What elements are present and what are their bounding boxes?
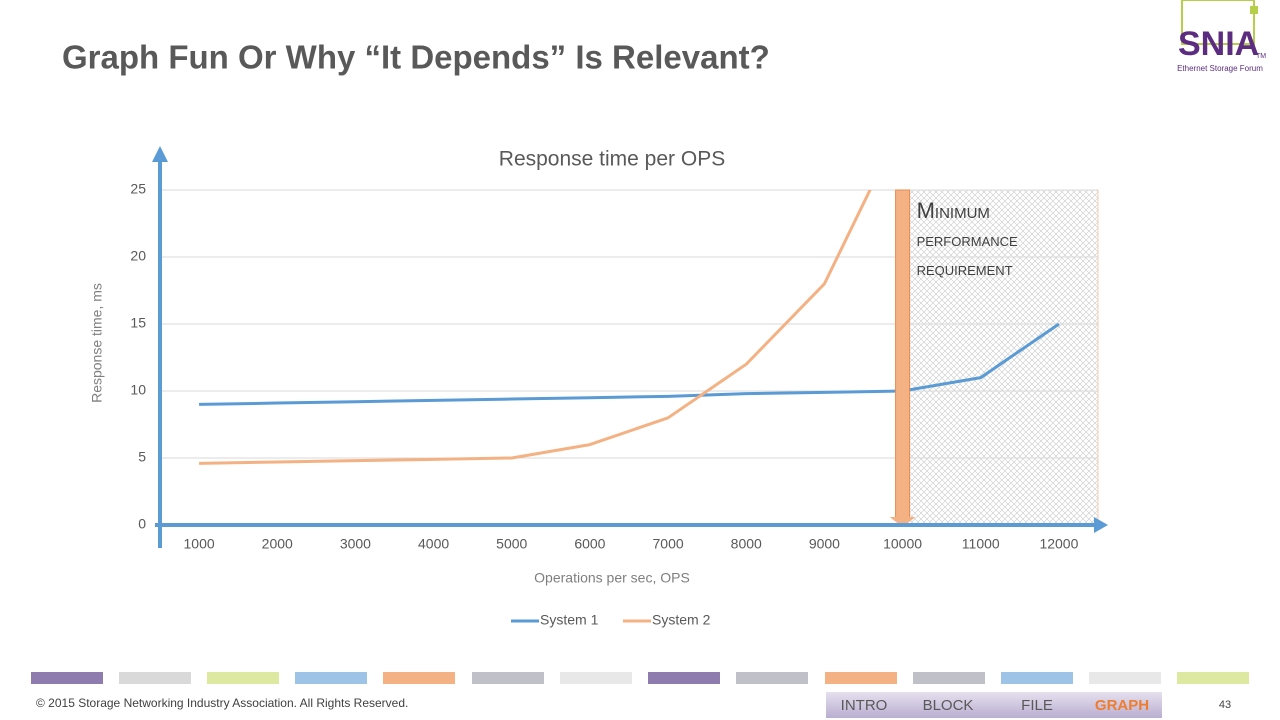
nav-item: BLOCK xyxy=(923,697,974,714)
logo-tm: TM xyxy=(1256,53,1266,60)
x-tick-label: 10000 xyxy=(883,536,922,552)
color-strip xyxy=(31,672,1249,684)
x-tick-label: 12000 xyxy=(1039,536,1078,552)
series-line xyxy=(199,322,1060,406)
slide-title: Graph Fun Or Why “It Depends” Is Relevan… xyxy=(62,39,770,76)
strip-block xyxy=(648,672,720,684)
nav-item: GRAPH xyxy=(1095,697,1149,714)
x-tick-label: 9000 xyxy=(809,536,840,552)
y-tick-label: 20 xyxy=(130,248,146,264)
strip-block xyxy=(736,672,808,684)
threshold-label: performance xyxy=(917,230,1018,250)
copyright: © 2015 Storage Networking Industry Assoc… xyxy=(36,696,408,710)
x-tick-label: 5000 xyxy=(496,536,527,552)
page-number: 43 xyxy=(1219,699,1231,711)
logo-square xyxy=(1250,6,1258,14)
legend-label: System 1 xyxy=(540,612,599,628)
strip-block xyxy=(119,672,191,684)
y-tick-label: 10 xyxy=(130,382,146,398)
x-tick-label: 8000 xyxy=(731,536,762,552)
strip-block xyxy=(383,672,455,684)
nav-item: INTRO xyxy=(841,697,888,714)
x-tick-label: 2000 xyxy=(262,536,293,552)
y-tick-label: 0 xyxy=(138,516,146,532)
series-line xyxy=(199,190,872,465)
strip-block xyxy=(295,672,367,684)
x-tick-label: 3000 xyxy=(340,536,371,552)
y-axis-arrow xyxy=(152,146,168,162)
y-tick-label: 15 xyxy=(130,315,146,331)
strip-block xyxy=(472,672,544,684)
y-axis-label: Response time, ms xyxy=(89,283,105,403)
logo-subtitle: Ethernet Storage Forum xyxy=(1177,64,1263,73)
x-tick-label: 7000 xyxy=(653,536,684,552)
y-tick-label: 25 xyxy=(130,181,146,197)
threshold-bar xyxy=(895,189,911,520)
threshold-arrow xyxy=(889,517,916,527)
legend-label: System 2 xyxy=(652,612,711,628)
chart-title: Response time per OPS xyxy=(499,148,725,171)
x-tick-label: 6000 xyxy=(574,536,605,552)
nav: INTRO BLOCK FILE GRAPH xyxy=(841,697,1149,714)
strip-block xyxy=(207,672,279,684)
strip-block xyxy=(913,672,985,684)
strip-block xyxy=(1001,672,1073,684)
threshold-label: Minimum xyxy=(917,198,990,223)
logo-frame xyxy=(1181,0,1255,45)
x-axis-arrow xyxy=(1094,517,1108,533)
nav-bar xyxy=(826,692,1162,718)
y-tick-label: 5 xyxy=(138,449,146,465)
nav-item: FILE xyxy=(1021,697,1053,714)
strip-block xyxy=(1089,672,1161,684)
strip-block xyxy=(560,672,632,684)
x-tick-label: 1000 xyxy=(184,536,215,552)
logo: SNIA TM Ethernet Storage Forum xyxy=(1177,0,1266,73)
chart: Response time per OPS 0 5 10 15 20 25 1000 2000 3… xyxy=(89,146,1108,628)
x-axis-label: Operations per sec, OPS xyxy=(534,570,690,586)
threshold-label: requirement xyxy=(917,259,1013,279)
x-tick-label: 11000 xyxy=(962,536,1000,552)
logo-name: SNIA xyxy=(1178,25,1259,63)
strip-block xyxy=(825,672,897,684)
x-tick-label: 4000 xyxy=(418,536,449,552)
strip-block xyxy=(31,672,103,684)
strip-block xyxy=(1177,672,1249,684)
